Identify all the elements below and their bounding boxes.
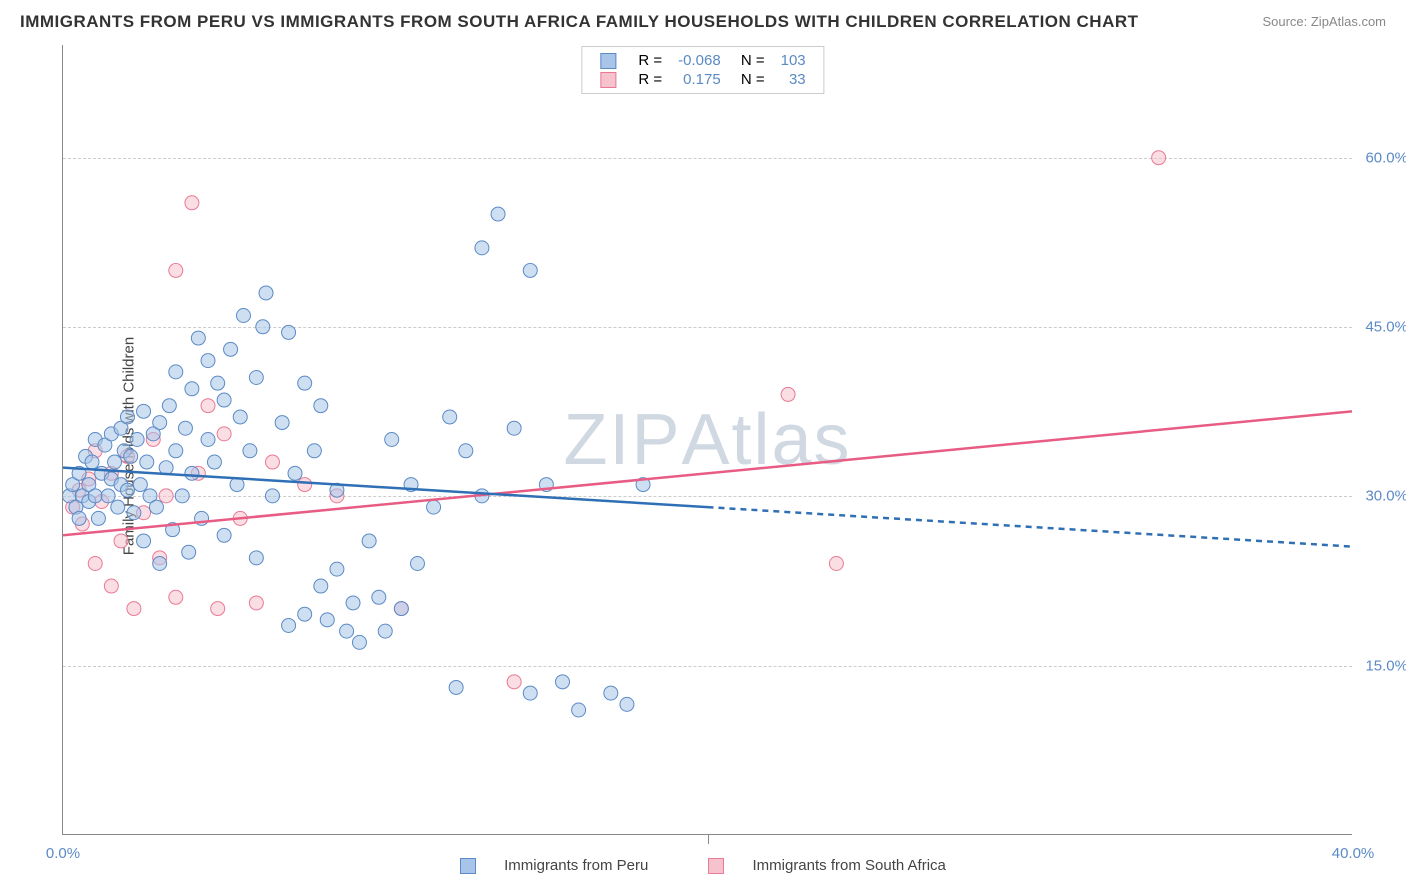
source-attribution: Source: ZipAtlas.com (1262, 14, 1386, 29)
x-axis-legend: Immigrants from Peru Immigrants from Sou… (0, 857, 1406, 874)
swatch-b-bottom (708, 858, 724, 874)
y-tick-label: 30.0% (1365, 488, 1406, 505)
plot-area: ZIPAtlas 15.0%30.0%45.0%60.0%0.0%40.0% (62, 45, 1352, 835)
swatch-a (600, 53, 616, 69)
y-tick-label: 60.0% (1365, 149, 1406, 166)
stats-legend: R =-0.068 N =103 R =0.175 N =33 (581, 46, 824, 94)
legend-row-b: R =0.175 N =33 (592, 70, 813, 89)
swatch-b (600, 72, 616, 88)
legend-row-a: R =-0.068 N =103 (592, 51, 813, 70)
y-tick-label: 15.0% (1365, 657, 1406, 674)
y-tick-label: 45.0% (1365, 319, 1406, 336)
chart-title: IMMIGRANTS FROM PERU VS IMMIGRANTS FROM … (20, 12, 1139, 32)
scatter-svg (63, 45, 1352, 834)
swatch-a-bottom (460, 858, 476, 874)
